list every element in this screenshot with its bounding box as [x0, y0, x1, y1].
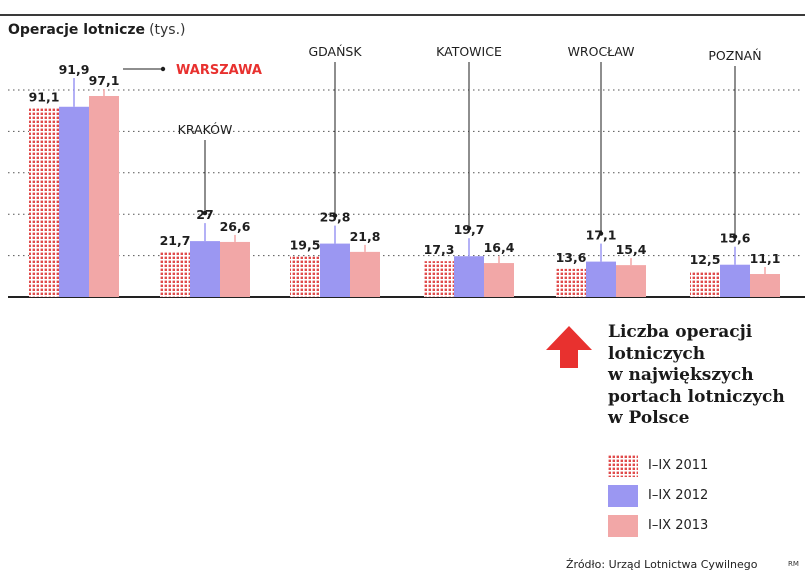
- value-label-krakow-2011: 21,7: [160, 233, 191, 248]
- panel-title-line-1: Liczba operacji: [608, 322, 753, 342]
- value-label-warszawa-2011: 91,1: [29, 89, 60, 104]
- bar-poznan-2011: [690, 271, 720, 297]
- value-labels: 91,191,997,121,72726,619,525,821,817,319…: [29, 62, 781, 275]
- callout-dot-krakow: [202, 210, 208, 216]
- author-initials: RM: [788, 560, 799, 568]
- bar-katowice-2011: [424, 261, 454, 297]
- legend-swatch-2013: [608, 515, 638, 537]
- bar-gdansk-2011: [290, 256, 320, 297]
- legend-label-2011: I–IX 2011: [648, 458, 709, 473]
- grid: [8, 89, 805, 298]
- bar-gdansk-2013: [350, 251, 380, 297]
- top-rule: [0, 14, 805, 16]
- value-label-wroclaw-2011: 13,6: [556, 250, 587, 265]
- legend-label-2013: I–IX 2013: [648, 518, 709, 533]
- panel-title-line-2: lotniczych: [608, 343, 706, 364]
- panel-title-line-5: w Polsce: [608, 408, 690, 428]
- bar-krakow-2011: [160, 252, 190, 297]
- bar-wroclaw-2011: [556, 268, 586, 297]
- category-label-warszawa: WARSZAWA: [176, 63, 262, 78]
- legend-label-2012: I–IX 2012: [648, 488, 709, 503]
- legend-item-2012: I–IX 2012: [608, 485, 805, 509]
- airport-callouts: WARSZAWA KRAKÓW GDAŃSK KATOWICE WROCŁAW POZNA…: [123, 44, 762, 239]
- source-note: Źródło: Urząd Lotnictwa Cywilnego: [566, 558, 758, 571]
- value-label-warszawa-2012: 91,9: [59, 62, 90, 77]
- value-label-katowice-2011: 17,3: [424, 242, 455, 257]
- value-label-warszawa-2013: 97,1: [89, 73, 120, 88]
- chart-title-text: Operacje lotnicze: [8, 22, 146, 38]
- bar-krakow-2013: [220, 241, 250, 297]
- category-label-katowice: KATOWICE: [436, 44, 502, 59]
- category-label-gdansk: GDAŃSK: [308, 44, 362, 59]
- callout-dot-wroclaw: [598, 231, 604, 236]
- value-label-poznan-2013: 11,1: [750, 251, 781, 266]
- panel-title-line-3: w największych: [608, 365, 754, 385]
- bar-chart: 91,191,997,121,72726,619,525,821,817,319…: [8, 44, 805, 298]
- bars: [29, 96, 780, 298]
- panel-title-line-4: portach lotniczych: [608, 386, 785, 407]
- value-label-gdansk-2011: 19,5: [290, 238, 321, 253]
- bar-gdansk-2012: [320, 243, 350, 297]
- chart-title: Operacje lotnicze (tys.): [8, 22, 186, 38]
- category-label-poznan: POZNAŃ: [708, 48, 761, 63]
- legend-swatch-2012: [608, 485, 638, 507]
- bar-wroclaw-2013: [616, 265, 646, 297]
- panel-title: Liczba operacji lotniczych w największyc…: [546, 322, 805, 430]
- legend-item-2013: I–IX 2013: [608, 515, 805, 539]
- category-label-krakow: KRAKÓW: [178, 122, 233, 137]
- bar-katowice-2012: [454, 256, 484, 297]
- callout-dot-poznan: [732, 234, 738, 239]
- chart-unit: (tys.): [149, 22, 186, 38]
- value-label-katowice-2013: 16,4: [484, 240, 515, 255]
- bar-warszawa-2012: [59, 106, 89, 297]
- bar-poznan-2013: [750, 274, 780, 297]
- value-label-poznan-2011: 12,5: [690, 252, 721, 267]
- bar-warszawa-2013: [89, 96, 119, 298]
- bar-poznan-2012: [720, 264, 750, 297]
- category-label-wroclaw: WROCŁAW: [568, 44, 635, 59]
- value-label-gdansk-2013: 21,8: [350, 229, 381, 244]
- legend-swatch-2011: [608, 455, 638, 477]
- legend-item-2011: I–IX 2011: [608, 455, 805, 479]
- bar-krakow-2012: [190, 241, 220, 297]
- value-label-krakow-2013: 26,6: [220, 219, 251, 234]
- bar-wroclaw-2012: [586, 261, 616, 297]
- value-label-wroclaw-2013: 15,4: [616, 242, 647, 257]
- callout-dot-katowice: [466, 226, 472, 231]
- bar-katowice-2013: [484, 263, 514, 297]
- callout-dot-warszawa: [160, 66, 166, 72]
- up-arrow-icon: [546, 326, 592, 368]
- callout-dot-gdansk: [332, 213, 338, 218]
- bar-warszawa-2011: [29, 108, 59, 297]
